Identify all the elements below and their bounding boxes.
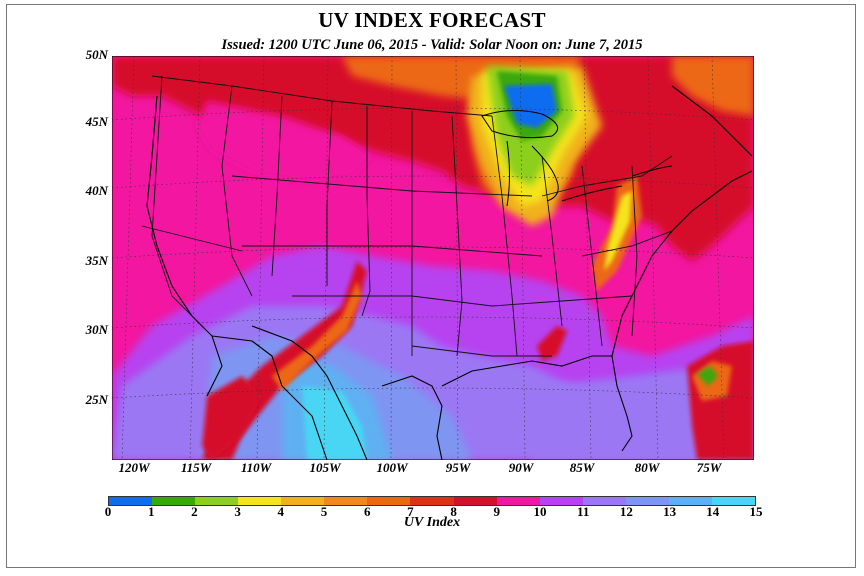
colorbar-tick-6: 6 [363, 504, 371, 519]
colorbar-segment-0 [109, 497, 153, 505]
colorbar-segment-7 [410, 497, 454, 505]
uv-region-blue-lakes [504, 84, 557, 128]
colorbar-tick-4: 4 [277, 504, 285, 519]
uv-region-orange-northeast [672, 56, 754, 116]
colorbar-segment-3 [238, 497, 282, 505]
lat-label-35n: 35N [85, 253, 108, 268]
uv-region-red-baja [202, 376, 262, 460]
colorbar-tick-15: 15 [749, 504, 763, 519]
figure-frame [6, 4, 856, 568]
lon-label-110w: 110W [240, 460, 272, 475]
uv-colorbar-title: UV Index [403, 515, 461, 530]
great-lakes-outline [481, 110, 673, 207]
colorbar-tick-7: 7 [407, 504, 414, 519]
colorbar-tick-0: 0 [104, 504, 112, 519]
lat-label-45n: 45N [85, 114, 108, 129]
colorbar-tick-1: 1 [147, 504, 155, 519]
colorbar-tick-5: 5 [320, 504, 328, 519]
lon-label-95w: 95W [445, 460, 471, 475]
colorbar-segment-8 [453, 497, 497, 505]
uv-region-green-atlantic [697, 366, 718, 386]
uv-colorbar [108, 496, 756, 506]
colorbar-tick-14: 14 [706, 504, 720, 519]
coastline [146, 85, 753, 460]
colorbar-tick-9: 9 [493, 504, 501, 519]
lat-label-30n: 30N [85, 322, 108, 337]
uv-index-map [112, 56, 754, 460]
lon-label-100w: 100W [376, 460, 408, 475]
lon-label-85w: 85W [569, 460, 595, 475]
lat-label-25n: 25N [85, 392, 108, 407]
colorbar-tick-3: 3 [234, 504, 241, 519]
uv-region-red-gulf [537, 326, 567, 361]
colorbar-segment-11 [582, 497, 626, 505]
state-borders [141, 75, 673, 357]
colorbar-segment-14 [711, 497, 755, 505]
colorbar-segment-12 [625, 497, 669, 505]
colorbar-segment-2 [195, 497, 239, 505]
graticule [112, 56, 754, 460]
colorbar-tick-13: 13 [663, 504, 677, 519]
colorbar-tick-8: 8 [450, 504, 457, 519]
lon-label-80w: 80W [634, 460, 660, 475]
uv-region-pink-northwest [197, 101, 372, 181]
colorbar-segment-9 [496, 497, 540, 505]
colorbar-tick-2: 2 [191, 504, 198, 519]
colorbar-segment-10 [539, 497, 583, 505]
map-title: UV INDEX FORECAST [318, 8, 546, 32]
lon-label-90w: 90W [508, 460, 534, 475]
uv-region-yellow-appalachia [604, 191, 632, 271]
uv-region-orange-southwest [272, 281, 362, 391]
lon-label-120w: 120W [118, 460, 150, 475]
map-subtitle: Issued: 1200 UTC June 06, 2015 - Valid: … [221, 37, 643, 53]
lon-label-105w: 105W [309, 460, 341, 475]
colorbar-tick-12: 12 [619, 504, 633, 519]
colorbar-segment-5 [324, 497, 368, 505]
lon-label-115w: 115W [180, 460, 212, 475]
colorbar-segment-4 [281, 497, 325, 505]
lon-label-75w: 75W [696, 460, 722, 475]
colorbar-tick-11: 11 [577, 504, 590, 519]
colorbar-segment-1 [152, 497, 196, 505]
lat-label-40n: 40N [85, 183, 108, 198]
lat-label-50n: 50N [85, 47, 108, 62]
uv-region-cyan-mexico [302, 386, 367, 460]
colorbar-segment-13 [668, 497, 712, 505]
colorbar-segment-6 [367, 497, 411, 505]
colorbar-tick-10: 10 [533, 504, 547, 519]
